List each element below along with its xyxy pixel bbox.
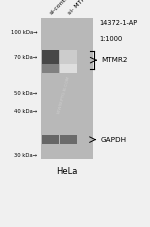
Text: 70 kDa→: 70 kDa→ — [14, 55, 38, 60]
Bar — [60, 64, 76, 73]
Bar — [42, 50, 58, 64]
Text: GAPDH: GAPDH — [100, 137, 127, 143]
Text: WWW.PTG B.COM: WWW.PTG B.COM — [57, 76, 71, 115]
Text: si- MTMR2: si- MTMR2 — [67, 0, 93, 16]
Text: 50 kDa→: 50 kDa→ — [14, 91, 38, 96]
Text: HeLa: HeLa — [56, 167, 77, 176]
Text: si-control: si-control — [49, 0, 73, 16]
Text: 1:1000: 1:1000 — [99, 36, 122, 42]
Text: 30 kDa→: 30 kDa→ — [15, 153, 38, 158]
Bar — [60, 50, 76, 64]
Bar — [40, 18, 93, 159]
Bar — [42, 135, 58, 144]
Bar — [60, 135, 76, 144]
Text: 14372-1-AP: 14372-1-AP — [99, 20, 137, 26]
Bar — [42, 64, 58, 73]
Text: 100 kDa→: 100 kDa→ — [11, 30, 38, 35]
Text: 40 kDa→: 40 kDa→ — [14, 109, 38, 114]
Text: MTMR2: MTMR2 — [101, 57, 128, 63]
